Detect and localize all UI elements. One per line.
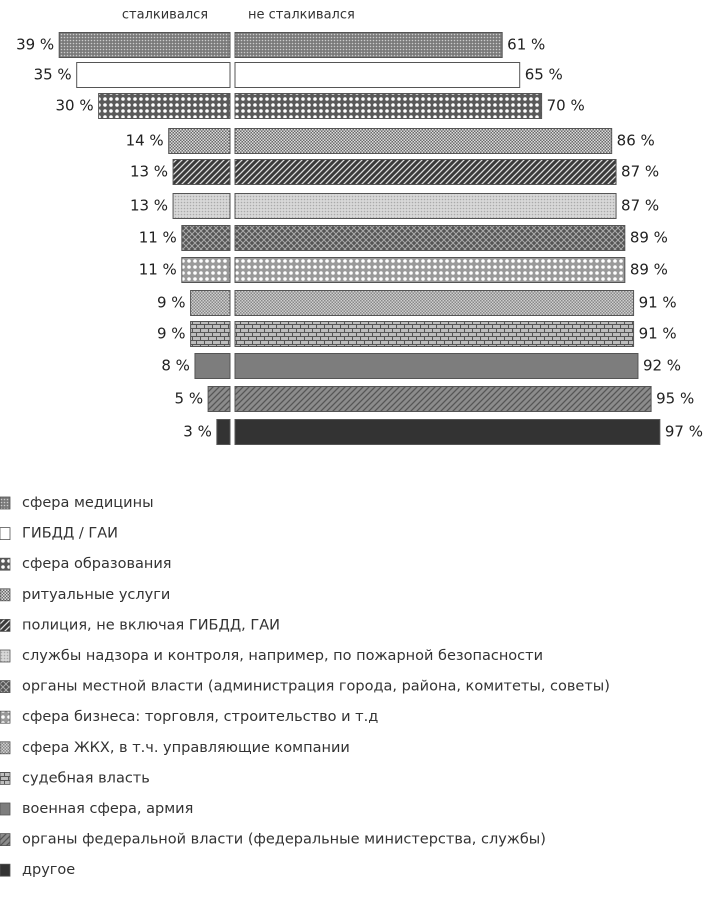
bar bbox=[234, 225, 626, 251]
bar bbox=[172, 159, 231, 185]
value-label: 13 % bbox=[130, 197, 168, 215]
value-label: 30 % bbox=[55, 97, 93, 115]
bar bbox=[234, 386, 652, 412]
bar bbox=[207, 386, 231, 412]
value-label: 89 % bbox=[630, 229, 668, 247]
legend-swatch bbox=[0, 557, 11, 571]
legend-label: органы федеральной власти (федеральные м… bbox=[22, 832, 546, 848]
legend-swatch bbox=[0, 802, 11, 816]
bar bbox=[234, 321, 635, 347]
value-label: 97 % bbox=[665, 423, 703, 441]
legend-swatch bbox=[0, 496, 11, 510]
bar bbox=[190, 290, 231, 316]
series-header: сталкивался bbox=[122, 8, 208, 23]
value-label: 3 % bbox=[183, 423, 212, 441]
value-label: 89 % bbox=[630, 261, 668, 279]
value-label: 70 % bbox=[547, 97, 585, 115]
bar bbox=[234, 290, 635, 316]
legend-swatch bbox=[0, 649, 11, 663]
value-label: 86 % bbox=[617, 132, 655, 150]
bar bbox=[172, 193, 231, 219]
value-label: 13 % bbox=[130, 163, 168, 181]
bar bbox=[234, 419, 661, 445]
bar bbox=[98, 93, 231, 119]
legend-swatch bbox=[0, 588, 11, 602]
legend-swatch bbox=[0, 527, 11, 540]
legend-label: сфера ЖКХ, в т.ч. управляющие компании bbox=[22, 740, 350, 756]
bar bbox=[234, 257, 626, 283]
legend-label: органы местной власти (администрация гор… bbox=[22, 679, 610, 695]
bar bbox=[234, 32, 503, 58]
value-label: 91 % bbox=[639, 325, 677, 343]
legend-swatch bbox=[0, 710, 11, 724]
value-label: 95 % bbox=[656, 390, 694, 408]
legend-swatch bbox=[0, 619, 11, 632]
value-label: 65 % bbox=[525, 66, 563, 84]
value-label: 9 % bbox=[157, 325, 186, 343]
series-header: не сталкивался bbox=[248, 8, 355, 23]
value-label: 11 % bbox=[139, 261, 177, 279]
value-label: 11 % bbox=[139, 229, 177, 247]
bar bbox=[190, 321, 231, 347]
value-label: 14 % bbox=[126, 132, 164, 150]
legend-label: ритуальные услуги bbox=[22, 587, 170, 603]
legend-swatch bbox=[0, 863, 11, 877]
value-label: 87 % bbox=[621, 163, 659, 181]
legend-label: другое bbox=[22, 862, 75, 878]
bar bbox=[216, 419, 231, 445]
legend-swatch bbox=[0, 741, 11, 755]
bar bbox=[234, 93, 543, 119]
bar bbox=[234, 62, 521, 88]
bar bbox=[194, 353, 231, 379]
bar bbox=[234, 193, 617, 219]
value-label: 91 % bbox=[639, 294, 677, 312]
value-label: 35 % bbox=[34, 66, 72, 84]
legend-label: полиция, не включая ГИБДД, ГАИ bbox=[22, 617, 280, 633]
bar bbox=[168, 128, 231, 154]
value-label: 61 % bbox=[507, 36, 545, 54]
bar bbox=[181, 257, 231, 283]
legend-label: сфера образования bbox=[22, 556, 172, 572]
legend-label: сфера медицины bbox=[22, 495, 154, 511]
legend-swatch bbox=[0, 833, 11, 846]
bar bbox=[234, 128, 613, 154]
value-label: 39 % bbox=[16, 36, 54, 54]
value-label: 9 % bbox=[157, 294, 186, 312]
legend-label: судебная власть bbox=[22, 770, 150, 786]
value-label: 92 % bbox=[643, 357, 681, 375]
bar bbox=[234, 159, 617, 185]
legend-label: военная сфера, армия bbox=[22, 801, 193, 817]
legend-label: сфера бизнеса: торговля, строительство и… bbox=[22, 709, 378, 725]
value-label: 5 % bbox=[175, 390, 204, 408]
bar bbox=[234, 353, 639, 379]
legend-label: ГИБДД / ГАИ bbox=[22, 526, 118, 542]
legend-swatch bbox=[0, 680, 11, 693]
value-label: 8 % bbox=[161, 357, 190, 375]
bar bbox=[58, 32, 231, 58]
legend-label: службы надзора и контроля, например, по … bbox=[22, 648, 543, 664]
bar bbox=[181, 225, 231, 251]
bar bbox=[76, 62, 231, 88]
legend-swatch bbox=[0, 772, 11, 785]
value-label: 87 % bbox=[621, 197, 659, 215]
